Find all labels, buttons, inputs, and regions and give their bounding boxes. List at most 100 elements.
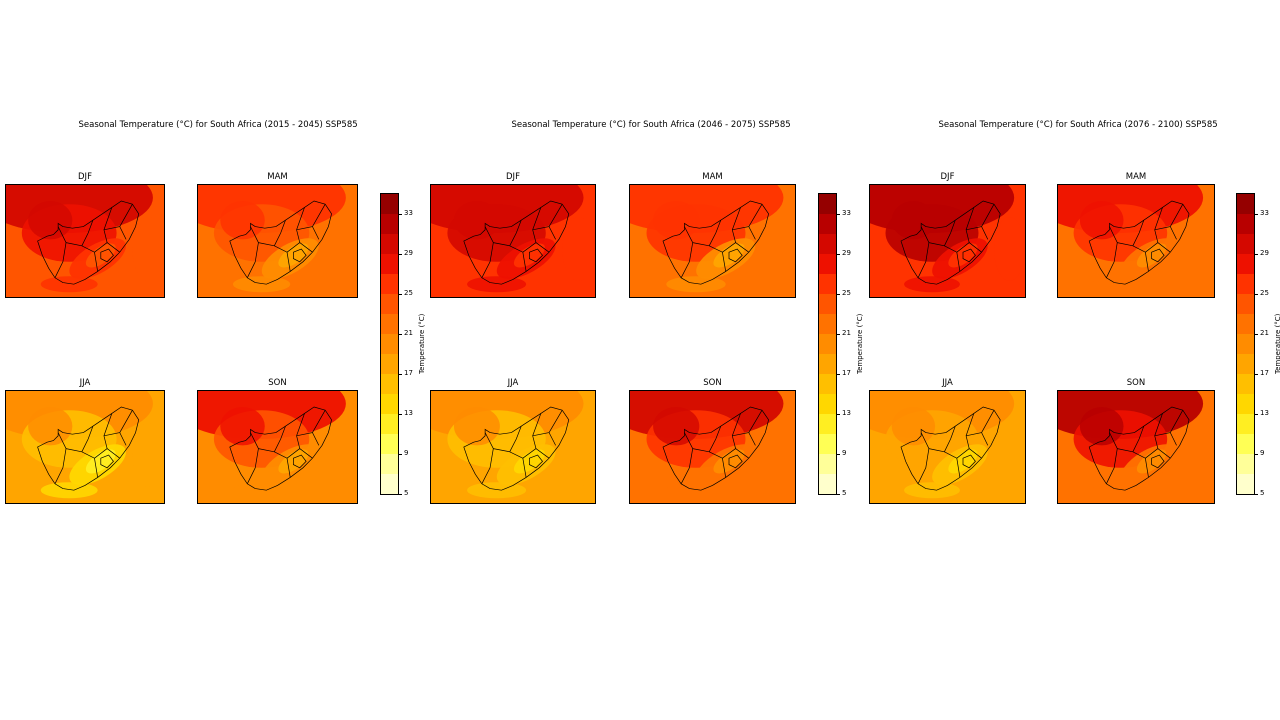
east-ocean-fill <box>132 423 164 487</box>
province-border <box>533 204 563 230</box>
province-border <box>104 204 132 230</box>
northwest-zone-fill <box>28 201 73 240</box>
colorbar-label: Temperature (°C) <box>856 313 864 374</box>
colorbar-segment <box>1237 453 1254 474</box>
south-coast-fill <box>232 482 291 499</box>
province-border <box>533 410 563 436</box>
east-ocean-fill <box>994 217 1025 281</box>
colorbar-tick-mark <box>837 454 840 455</box>
colorbar-segment <box>819 233 836 254</box>
colorbar-segment <box>819 273 836 294</box>
colorbar-tick-label: 29 <box>1260 249 1269 257</box>
colorbar-tick-mark <box>1255 374 1258 375</box>
colorbar-tick-mark <box>837 214 840 215</box>
province-border <box>258 449 290 478</box>
colorbar-tick-label: 21 <box>842 329 851 337</box>
season-title: DJF <box>940 172 955 182</box>
colorbar-tick-mark <box>399 454 402 455</box>
figure-title: Seasonal Temperature (°C) for South Afri… <box>938 120 1218 130</box>
province-border <box>966 204 994 230</box>
colorbar-segment <box>819 433 836 454</box>
province-border <box>297 410 326 436</box>
country-border <box>38 407 139 490</box>
south-coast-fill <box>1092 482 1149 499</box>
province-border <box>1155 207 1163 242</box>
colorbar-segment <box>1237 193 1254 214</box>
map-frame <box>1057 184 1215 298</box>
colorbar-segment <box>381 353 398 374</box>
season-title: JJA <box>507 378 519 388</box>
colorbar-tick-label: 13 <box>404 409 413 417</box>
colorbar-tick-mark <box>399 254 402 255</box>
colorbar-segment <box>381 393 398 414</box>
country-border <box>1089 407 1189 490</box>
province-border <box>274 426 285 452</box>
province-border <box>533 207 541 242</box>
province-border <box>66 243 98 272</box>
province-border <box>297 413 305 448</box>
province-border <box>918 433 929 484</box>
country-border <box>230 201 332 284</box>
colorbar-segment <box>1237 353 1254 374</box>
season-panel-djf: DJF <box>430 172 596 298</box>
colorbar-segment <box>819 393 836 414</box>
province-border <box>493 449 526 478</box>
season-panel-jja: JJA <box>430 378 596 504</box>
province-border <box>523 243 549 253</box>
colorbar-tick-label: 13 <box>842 409 851 417</box>
east-ocean-fill <box>1182 217 1214 281</box>
colorbar-segment <box>1237 233 1254 254</box>
colorbar-segment <box>381 253 398 274</box>
province-border <box>709 220 721 246</box>
province-border <box>709 426 721 452</box>
lesotho-border <box>729 455 742 468</box>
province-border <box>944 220 955 246</box>
colorbar-tick-mark <box>399 494 402 495</box>
colorbar-segment <box>381 233 398 254</box>
province-border <box>247 433 258 484</box>
colorbar-tick-mark <box>399 294 402 295</box>
temperature-map <box>630 185 795 297</box>
province-border <box>82 426 93 452</box>
east-ocean-fill <box>1182 423 1214 487</box>
lesotho-border <box>1152 249 1164 262</box>
season-panel-mam: MAM <box>629 172 796 298</box>
country-border <box>38 201 139 284</box>
season-title: MAM <box>702 172 723 182</box>
colorbar-tick-mark <box>399 334 402 335</box>
province-border <box>1155 410 1183 436</box>
province-border <box>693 449 726 478</box>
colorbar-segment <box>819 473 836 494</box>
colorbar-segment <box>381 473 398 494</box>
province-border <box>312 433 318 446</box>
east-ocean-fill <box>562 423 595 487</box>
colorbar-tick-label: 33 <box>404 209 413 217</box>
temperature-map <box>870 185 1025 297</box>
colorbar-tick-mark <box>837 254 840 255</box>
province-border <box>1155 413 1163 448</box>
province-border <box>966 207 974 242</box>
province-border <box>482 227 493 278</box>
colorbar-tick-mark <box>1255 454 1258 455</box>
northwest-zone-fill <box>1079 201 1124 240</box>
colorbar-tick-mark <box>1255 214 1258 215</box>
province-border <box>510 426 521 452</box>
colorbar-tick-mark <box>399 214 402 215</box>
east-ocean-fill <box>325 423 357 487</box>
province-border <box>297 207 305 242</box>
province-border <box>1155 204 1183 230</box>
province-border <box>120 433 126 446</box>
province-border <box>533 413 541 448</box>
colorbar-tick-mark <box>837 494 840 495</box>
colorbar-segment <box>819 313 836 334</box>
colorbar-segment <box>1237 313 1254 334</box>
province-border <box>94 449 119 459</box>
colorbar-tick-mark <box>837 414 840 415</box>
colorbar-segment <box>381 213 398 234</box>
season-panel-son: SON <box>629 378 796 504</box>
colorbar-segment <box>381 313 398 334</box>
colorbar-segment <box>381 373 398 394</box>
map-frame <box>5 184 165 298</box>
province-border <box>1106 227 1117 278</box>
colorbar-segment <box>381 293 398 314</box>
